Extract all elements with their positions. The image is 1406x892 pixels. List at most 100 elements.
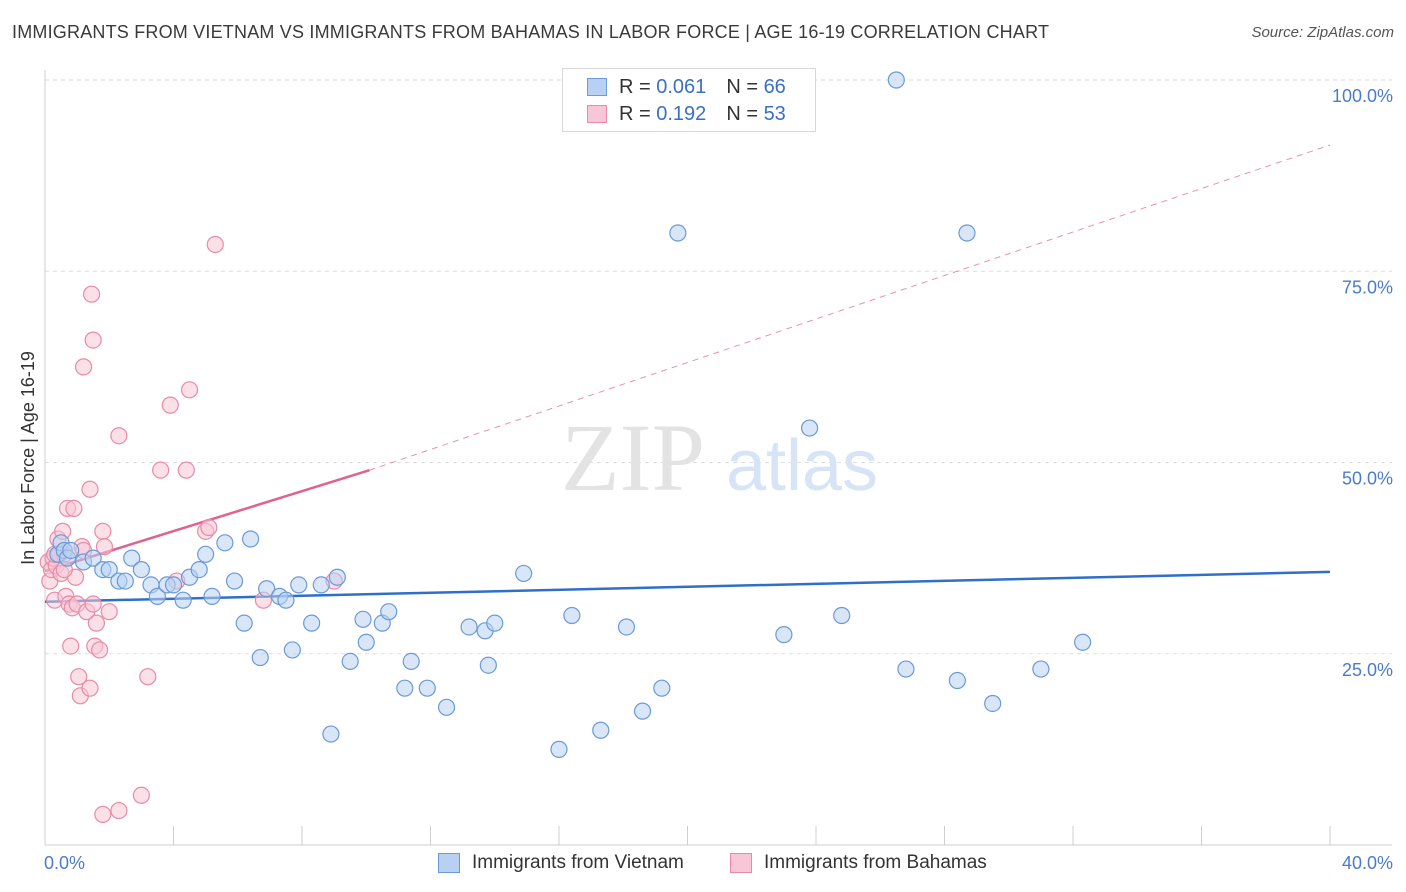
bahamas-point [100, 603, 118, 621]
y-tick-label: 50.0% [1342, 469, 1393, 489]
vietnam-point [251, 648, 269, 667]
vietnam-point [479, 656, 497, 674]
vietnam-point [418, 679, 436, 697]
vietnam-point [550, 740, 568, 758]
bahamas-point [206, 235, 224, 254]
n-label: N = [726, 102, 758, 125]
vietnam-point [833, 606, 851, 625]
bahamas-swatch [587, 105, 607, 123]
watermark-atlas: atlas [726, 426, 878, 506]
vietnam-point [203, 587, 221, 605]
vietnam-point [1032, 660, 1050, 678]
bahamas-point [132, 786, 150, 804]
legend-row-vietnam: R = 0.061 N = 66 [587, 75, 786, 99]
bahamas-point [110, 427, 128, 445]
vietnam-point [653, 679, 671, 697]
legend-item-vietnam[interactable]: Immigrants from Vietnam [438, 852, 684, 874]
vietnam-point [216, 534, 234, 552]
grid-lines [45, 79, 1392, 655]
bahamas-point [81, 679, 99, 697]
vietnam-point [563, 606, 581, 625]
vietnam-point [887, 71, 905, 89]
legend-item-bahamas[interactable]: Immigrants from Bahamas [730, 852, 987, 874]
bahamas-point [139, 668, 157, 686]
legend-row-bahamas: R = 0.192 N = 53 [587, 102, 786, 126]
vietnam-point [225, 572, 244, 590]
vietnam-point [592, 721, 610, 739]
bahamas-point [152, 461, 170, 479]
vietnam-point [380, 603, 398, 621]
vietnam-n-value: 66 [763, 75, 786, 98]
source-label: Source: ZipAtlas.com [1251, 24, 1394, 41]
vietnam-point [174, 591, 192, 609]
vietnam-point [148, 587, 167, 605]
bahamas-point [95, 538, 114, 556]
y-axis-label: In Labor Force | Age 16-19 [18, 351, 38, 565]
n-label: N = [726, 75, 758, 98]
vietnam-point [312, 576, 330, 594]
vietnam-point [396, 679, 414, 697]
bahamas-r-value: 0.192 [656, 102, 707, 125]
vietnam-point [277, 591, 295, 609]
vietnam-r-value: 0.061 [656, 75, 707, 98]
axes [44, 70, 1392, 846]
y-tick-label: 25.0% [1342, 660, 1393, 680]
vietnam-point [322, 725, 340, 743]
vietnam-point [633, 702, 652, 720]
vietnam-point [164, 576, 183, 594]
r-label: R = [619, 75, 651, 98]
vietnam-point [235, 614, 253, 632]
bahamas-point [84, 595, 102, 613]
x-tick-label: 0.0% [44, 853, 85, 873]
bahamas-point [180, 381, 199, 399]
data-points [39, 71, 1092, 824]
vietnam-point [100, 560, 118, 579]
bahamas-point [200, 518, 218, 537]
bahamas-point [82, 285, 101, 303]
vietnam-legend-swatch [438, 853, 460, 873]
vietnam-point [328, 568, 346, 586]
vietnam-point [617, 618, 636, 636]
vietnam-point [515, 564, 533, 583]
vietnam-point [190, 560, 208, 579]
bahamas-point [70, 668, 88, 686]
vietnam-point [341, 652, 359, 671]
bahamas-point [65, 499, 83, 517]
bahamas-point [84, 331, 102, 349]
bahamas-point [62, 637, 80, 655]
bahamas-point [87, 614, 106, 632]
vietnam-legend-label: Immigrants from Vietnam [472, 852, 684, 873]
bahamas-n-value: 53 [763, 102, 786, 125]
trend-lines [44, 144, 1331, 603]
vietnam-point [242, 530, 260, 548]
bahamas-point [94, 805, 112, 824]
vietnam-point [197, 545, 215, 563]
y-tick-label: 75.0% [1342, 277, 1393, 297]
vietnam-point [460, 618, 478, 636]
bahamas-point [110, 801, 128, 820]
series-legend: Immigrants from Vietnam Immigrants from … [0, 852, 1406, 878]
watermark-zip: ZIP [561, 404, 705, 511]
vietnam-point [486, 614, 504, 632]
r-label: R = [619, 102, 651, 125]
vietnam-point [123, 549, 141, 567]
vietnam-point [958, 224, 976, 242]
vietnam-point [290, 576, 308, 594]
vietnam-point [116, 572, 134, 590]
bahamas-point [81, 480, 99, 498]
vietnam-point [84, 549, 102, 567]
vietnam-point [132, 560, 150, 579]
bahamas-legend-swatch [730, 853, 752, 873]
vietnam-point [669, 224, 687, 242]
bahamas-point [94, 522, 112, 540]
vietnam-point [775, 626, 793, 644]
vietnam-point [354, 610, 372, 628]
vietnam-point [402, 652, 420, 671]
vietnam-point [948, 671, 966, 690]
vietnam-point [258, 580, 276, 598]
vietnam-point [897, 660, 915, 678]
vietnam-point [62, 541, 80, 560]
correlation-legend: R = 0.061 N = 66 R = 0.192 N = 53 [562, 68, 816, 132]
vietnam-point [984, 694, 1002, 713]
vietnam-point [357, 633, 375, 651]
